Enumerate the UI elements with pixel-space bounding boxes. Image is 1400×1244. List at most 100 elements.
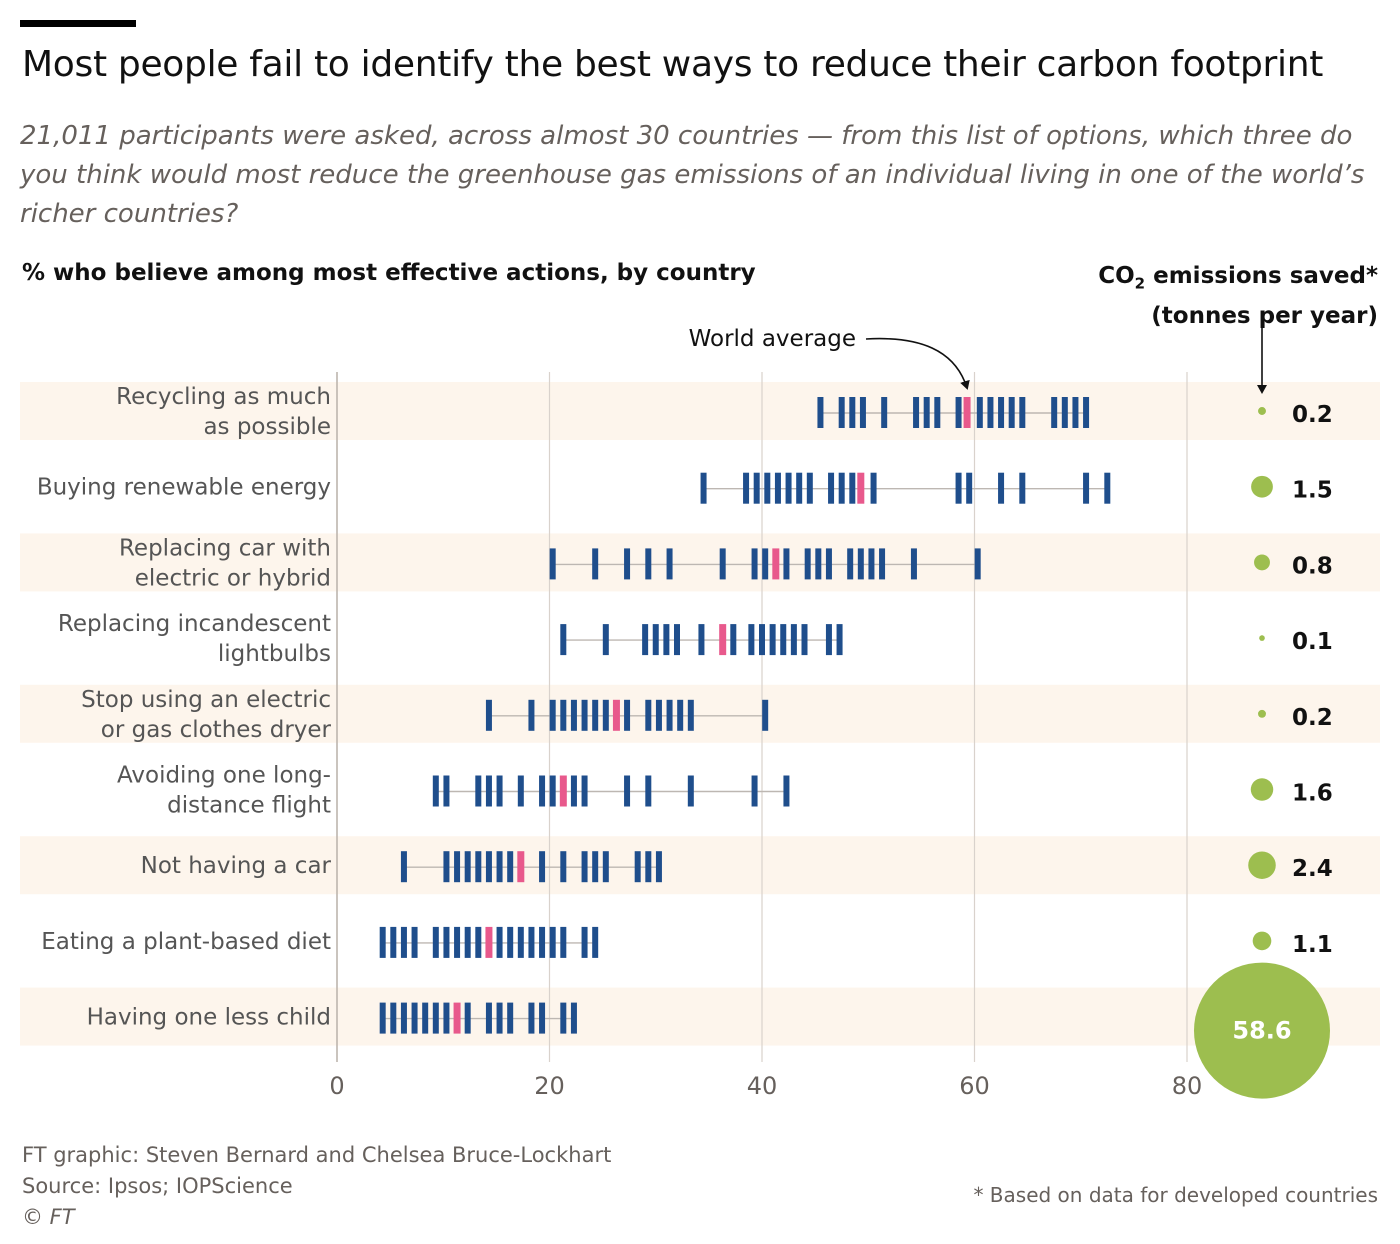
country-tick	[785, 472, 792, 504]
country-tick	[804, 548, 811, 580]
country-tick	[687, 775, 694, 807]
row-label: Recycling as much	[116, 384, 331, 410]
country-tick	[955, 472, 962, 504]
country-tick	[390, 926, 397, 958]
country-tick	[642, 624, 649, 656]
country-tick	[1072, 397, 1079, 428]
country-tick	[507, 926, 514, 958]
country-tick	[751, 548, 758, 580]
country-tick	[870, 472, 877, 504]
row-label: or gas clothes dryer	[101, 717, 332, 743]
country-tick	[910, 548, 917, 580]
country-tick	[400, 1002, 407, 1034]
country-tick	[857, 548, 864, 580]
country-tick	[838, 397, 845, 428]
row-label: lightbulbs	[218, 641, 331, 667]
emissions-value-label: 0.2	[1292, 402, 1333, 428]
country-tick	[443, 851, 450, 883]
country-tick	[762, 548, 769, 580]
chart-row: Replacing incandescent lightbulbs	[58, 611, 843, 667]
country-tick	[379, 926, 386, 958]
country-tick	[570, 699, 577, 731]
chart-row: Having one less child	[87, 1002, 577, 1034]
country-tick	[674, 624, 680, 656]
country-tick	[955, 397, 962, 428]
country-tick	[624, 548, 631, 580]
chart-row: Replacing car with electric or hybrid	[119, 535, 981, 591]
country-tick	[645, 851, 652, 883]
country-tick	[998, 397, 1005, 428]
chart-row: Buying renewable energy	[37, 472, 1111, 504]
country-tick	[581, 851, 588, 883]
country-tick	[624, 699, 631, 731]
country-tick	[602, 851, 609, 883]
x-tick-label: 80	[1172, 1072, 1203, 1100]
country-tick	[655, 851, 662, 883]
country-tick	[1008, 397, 1015, 428]
emissions-bubble	[1258, 407, 1266, 415]
emissions-value-label: 0.8	[1292, 553, 1333, 579]
emissions-value-label: 0.1	[1292, 629, 1333, 655]
country-tick	[774, 472, 781, 504]
country-tick	[655, 699, 662, 731]
country-tick	[751, 775, 758, 807]
country-tick	[634, 851, 641, 883]
country-tick	[432, 926, 439, 958]
country-tick	[913, 397, 920, 428]
world-average-arrow	[865, 337, 970, 390]
row-label: distance flight	[167, 793, 331, 819]
country-tick	[753, 472, 760, 504]
country-tick	[539, 775, 546, 807]
country-tick	[1019, 397, 1026, 428]
country-tick	[390, 1002, 397, 1034]
emissions-value-label: 1.5	[1292, 478, 1333, 504]
country-tick	[783, 548, 790, 580]
chart-row: Avoiding one long-distance flight	[117, 763, 790, 819]
country-tick	[748, 624, 755, 656]
country-tick	[581, 926, 588, 958]
world-average-annotation: World average	[689, 326, 856, 352]
chart-row: Eating a plant-based diet	[41, 926, 599, 958]
country-tick	[762, 699, 769, 731]
emissions-bubble	[1252, 931, 1272, 951]
country-tick	[592, 851, 599, 883]
country-tick	[581, 775, 588, 807]
country-tick	[719, 548, 726, 580]
country-tick	[759, 624, 765, 656]
credit-copyright: © FT	[22, 1205, 75, 1229]
emissions-value-label: 1.6	[1292, 781, 1333, 807]
x-tick-label: 0	[329, 1072, 344, 1100]
country-tick	[806, 472, 813, 504]
country-tick	[507, 851, 514, 883]
country-tick	[780, 624, 787, 656]
x-tick-label: 60	[959, 1072, 990, 1100]
row-label: Not having a car	[141, 853, 332, 879]
country-tick	[666, 548, 673, 580]
emissions-bubble	[1251, 475, 1273, 498]
country-tick	[549, 548, 556, 580]
country-tick	[485, 775, 492, 807]
country-tick	[475, 926, 482, 958]
country-tick	[454, 926, 461, 958]
country-tick	[496, 926, 503, 958]
row-band	[20, 533, 1380, 592]
emissions-bubble	[1194, 962, 1330, 1099]
chart-row: Recycling as much as possible	[116, 384, 1090, 440]
row-label: as possible	[203, 414, 331, 440]
country-tick	[730, 624, 737, 656]
country-tick	[400, 926, 407, 958]
country-tick	[464, 926, 471, 958]
world-average-tick	[453, 1002, 461, 1034]
world-average-tick	[719, 624, 727, 656]
country-tick	[923, 397, 930, 428]
country-tick	[974, 548, 981, 580]
country-tick	[769, 624, 776, 656]
country-tick	[847, 548, 854, 580]
emissions-value-label: 1.1	[1292, 932, 1333, 958]
world-average-tick	[772, 548, 780, 580]
country-tick	[528, 926, 535, 958]
world-average-tick	[517, 851, 525, 883]
row-label: Replacing incandescent	[58, 611, 331, 637]
country-tick	[825, 548, 832, 580]
country-tick	[570, 1002, 577, 1034]
